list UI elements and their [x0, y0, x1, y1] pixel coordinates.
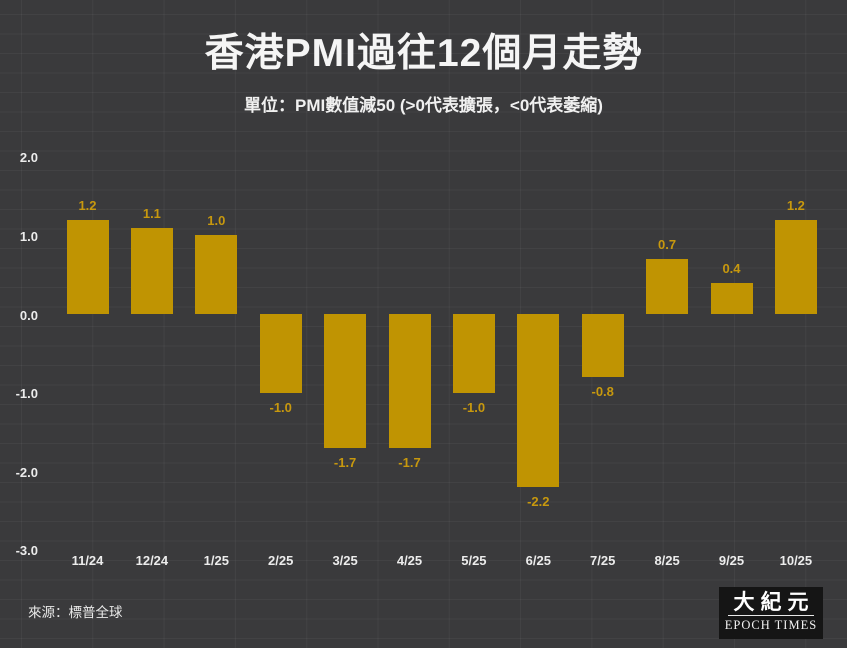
chart-subtitle: 單位：PMI數值減50 (>0代表擴張，<0代表萎縮): [244, 96, 603, 115]
x-axis-tick-label: 3/25: [332, 553, 358, 568]
bar-9/25: [710, 282, 753, 314]
logo-divider: [728, 615, 814, 616]
x-axis-tick-label: 5/25: [461, 553, 487, 568]
x-axis-tick-label: 10/25: [779, 553, 813, 568]
x-axis-tick-label: 2/25: [268, 553, 294, 568]
bar-value-label: 1.2: [786, 197, 805, 213]
bar-value-label: -1.0: [269, 399, 292, 415]
y-axis-tick-label: 2.0: [19, 150, 38, 166]
epoch-times-logo: 大紀元 EPOCH TIMES: [719, 587, 823, 639]
bar-11/24: [66, 219, 109, 314]
bar-7/25: [581, 314, 624, 377]
y-axis-tick-label: -3.0: [15, 543, 38, 559]
bar-value-label: 1.2: [78, 197, 97, 213]
bar-5/25: [452, 314, 495, 393]
y-axis-tick-label: 1.0: [19, 228, 38, 244]
bar-value-label: 1.0: [207, 213, 226, 229]
x-axis-tick-label: 1/25: [203, 553, 229, 568]
bar-2/25: [259, 314, 302, 393]
source-note: 來源：標普全球: [28, 605, 123, 620]
bar-value-label: -2.2: [527, 493, 550, 509]
chart-title: 香港PMI過往12個月走勢: [204, 32, 643, 75]
bar-6/25: [517, 314, 560, 487]
y-axis-tick-label: -2.0: [15, 464, 38, 480]
bar-value-label: 0.7: [658, 236, 677, 252]
bar-4/25: [388, 314, 431, 448]
x-axis-tick-label: 6/25: [525, 553, 551, 568]
bar-8/25: [646, 258, 689, 314]
x-axis-tick-label: 12/24: [135, 553, 169, 568]
x-axis-tick-label: 4/25: [396, 553, 423, 568]
bar-10/25: [774, 219, 817, 314]
y-axis-tick-label: 0.0: [19, 307, 38, 323]
bar-value-label: 1.1: [142, 205, 161, 221]
bar-value-label: -0.8: [591, 383, 614, 399]
logo-chinese-text: 大紀元: [733, 590, 815, 614]
bar-12/24: [130, 227, 173, 314]
bar-value-label: 0.4: [722, 260, 741, 276]
x-axis-tick-label: 9/25: [718, 553, 745, 568]
bar-value-label: -1.7: [398, 454, 421, 470]
x-axis-tick-label: 7/25: [590, 553, 616, 568]
x-axis-tick-label: 11/24: [71, 553, 104, 568]
bar-value-label: -1.7: [333, 454, 357, 470]
bar-value-label: -1.0: [462, 399, 486, 415]
y-axis-tick-label: -1.0: [15, 386, 38, 402]
logo-english-text: EPOCH TIMES: [724, 618, 818, 632]
x-axis-tick-label: 8/25: [654, 553, 680, 568]
bar-3/25: [324, 314, 367, 448]
bar-1/25: [195, 235, 238, 314]
